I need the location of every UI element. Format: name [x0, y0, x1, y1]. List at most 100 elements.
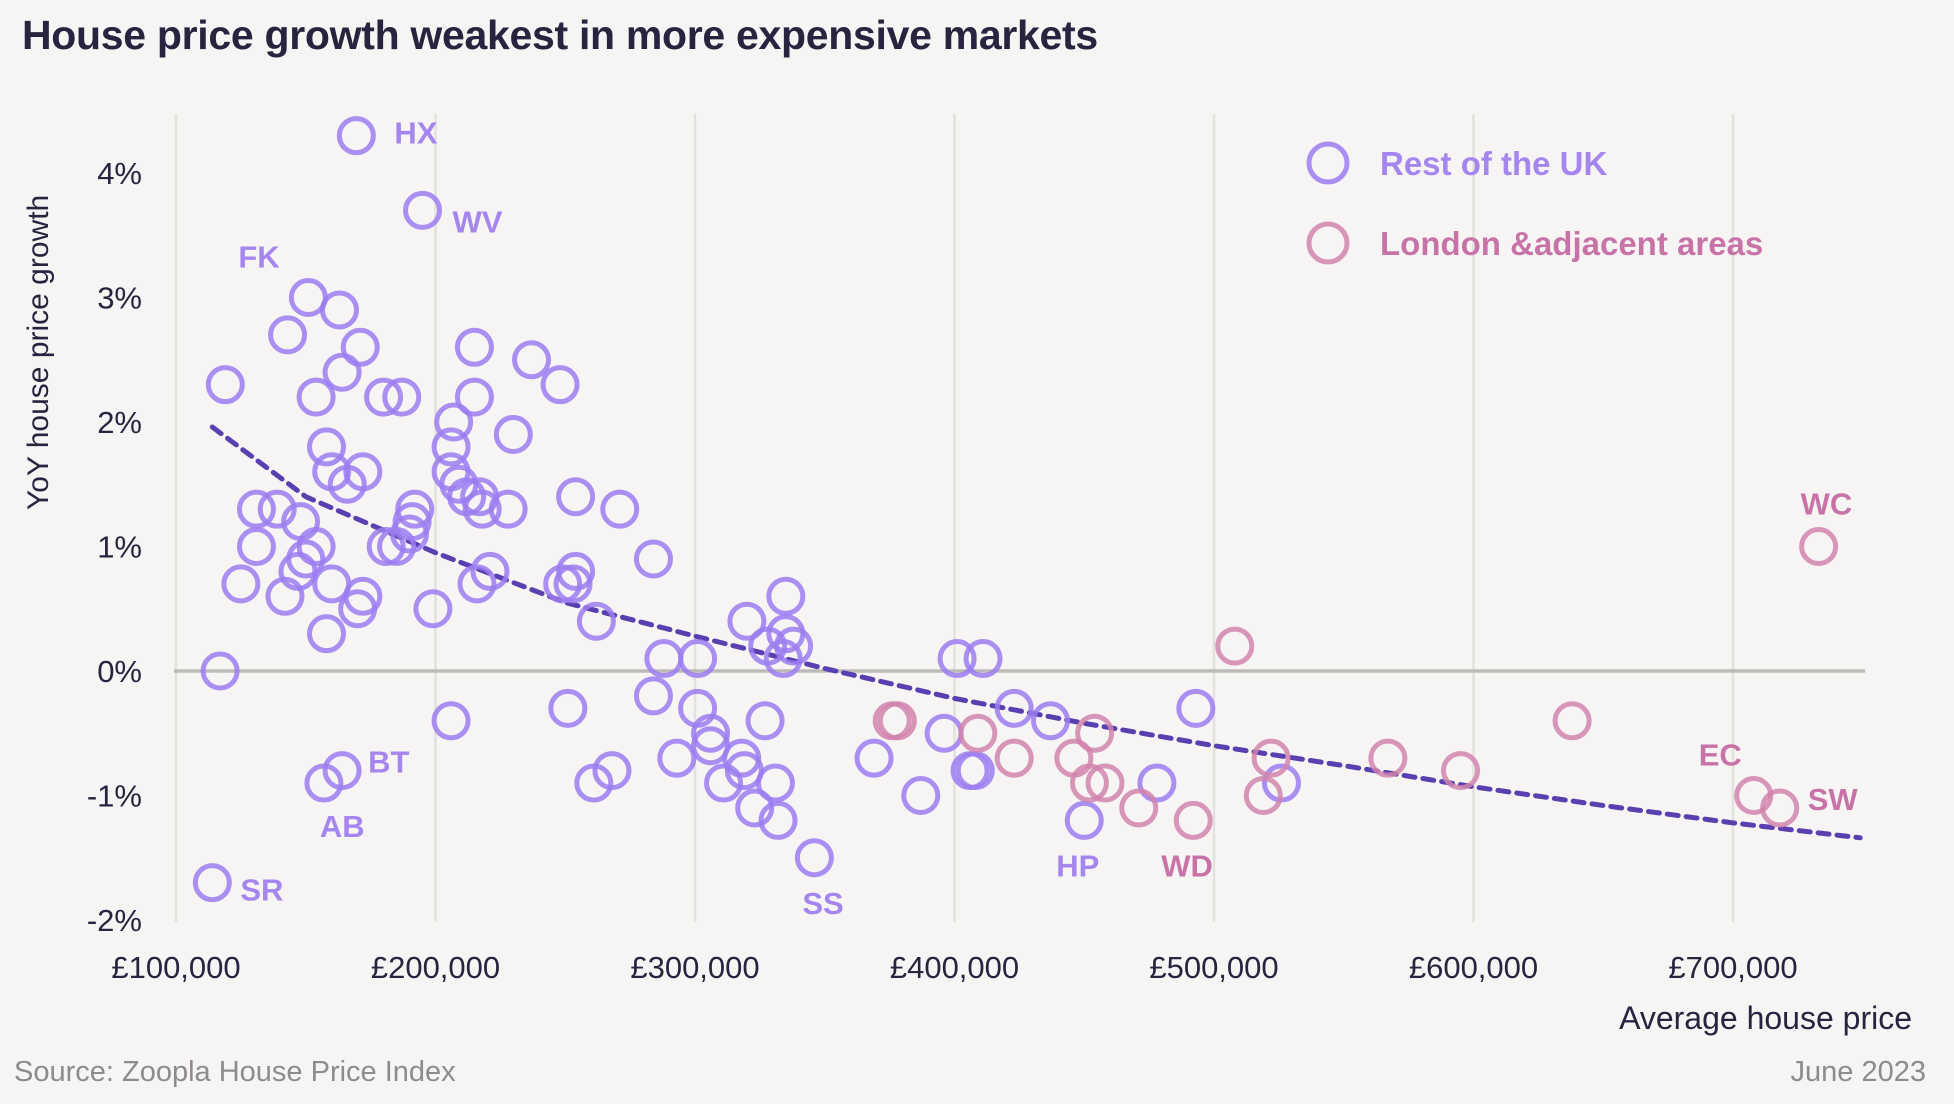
- point-rest-of-uk: [192, 863, 232, 903]
- point-label-bt: BT: [368, 745, 409, 780]
- point-rest-of-uk: [1176, 688, 1216, 728]
- point-london: [1760, 788, 1800, 828]
- point-rest-of-uk: [403, 190, 443, 230]
- point-rest-of-uk: [366, 527, 406, 566]
- date-note: June 2023: [1790, 1056, 1926, 1088]
- point-london: [958, 713, 998, 753]
- point-label-fk: FK: [238, 240, 280, 275]
- trendline: [209, 424, 1863, 841]
- x-tick-label: £500,000: [1149, 950, 1278, 985]
- point-rest-of-uk: [735, 788, 775, 828]
- point-rest-of-uk: [727, 601, 767, 641]
- point-rest-of-uk: [548, 688, 588, 728]
- point-rest-of-uk: [322, 352, 362, 392]
- point-rest-of-uk: [304, 763, 344, 803]
- source-note: Source: Zoopla House Price Index: [14, 1056, 456, 1088]
- point-rest-of-uk: [200, 651, 240, 691]
- point-rest-of-uk: [678, 639, 718, 679]
- point-label-sw: SW: [1808, 782, 1859, 817]
- chart-title: House price growth weakest in more expen…: [22, 12, 1098, 58]
- point-rest-of-uk: [488, 489, 528, 529]
- point-rest-of-uk: [431, 427, 471, 467]
- point-label-wd: WD: [1161, 848, 1213, 883]
- point-rest-of-uk: [221, 564, 261, 604]
- point-label-wc: WC: [1801, 487, 1853, 522]
- point-rest-of-uk: [540, 365, 580, 405]
- point-rest-of-uk: [236, 489, 276, 529]
- point-rest-of-uk: [257, 489, 297, 529]
- point-london: [1075, 713, 1115, 753]
- point-rest-of-uk: [296, 377, 336, 417]
- legend-label-rest-of-uk: Rest of the UK: [1380, 145, 1608, 182]
- point-rest-of-uk: [377, 527, 417, 566]
- point-rest-of-uk: [462, 489, 502, 529]
- point-rest-of-uk: [307, 614, 347, 654]
- point-london: [1173, 800, 1213, 840]
- point-rest-of-uk: [758, 800, 798, 840]
- point-rest-of-uk: [340, 327, 380, 367]
- point-label-ss: SS: [802, 886, 843, 921]
- point-rest-of-uk: [543, 564, 583, 604]
- legend-label-london: London &adjacent areas: [1380, 225, 1763, 262]
- point-rest-of-uk: [576, 601, 616, 641]
- point-rest-of-uk: [691, 713, 731, 753]
- point-rest-of-uk: [766, 576, 806, 616]
- y-tick-label: -1%: [87, 779, 142, 814]
- point-rest-of-uk: [319, 290, 359, 330]
- point-london: [1119, 788, 1159, 828]
- point-rest-of-uk: [657, 738, 697, 778]
- point-rest-of-uk: [434, 402, 474, 442]
- x-axis-label: Average house price: [1619, 1000, 1912, 1036]
- y-tick-label: 0%: [97, 654, 142, 689]
- point-rest-of-uk: [592, 751, 632, 791]
- point-london: [1215, 626, 1255, 666]
- point-rest-of-uk: [364, 377, 404, 417]
- x-tick-label: £100,000: [111, 950, 240, 985]
- point-rest-of-uk: [794, 838, 834, 878]
- point-label-wv: WV: [453, 204, 503, 239]
- point-rest-of-uk: [236, 527, 276, 566]
- point-london: [1552, 701, 1592, 741]
- point-rest-of-uk: [454, 377, 494, 417]
- x-tick-label: £400,000: [890, 950, 1019, 985]
- point-rest-of-uk: [774, 626, 814, 666]
- point-rest-of-uk: [296, 527, 336, 566]
- point-rest-of-uk: [265, 576, 305, 616]
- point-london: [1251, 738, 1291, 778]
- point-rest-of-uk: [470, 551, 510, 591]
- point-label-hp: HP: [1056, 848, 1099, 883]
- point-rest-of-uk: [600, 489, 640, 529]
- point-rest-of-uk: [994, 688, 1034, 728]
- point-london: [1069, 763, 1109, 803]
- point-rest-of-uk: [205, 365, 245, 405]
- point-rest-of-uk: [327, 464, 367, 504]
- point-rest-of-uk: [382, 377, 422, 417]
- point-london: [1243, 776, 1283, 815]
- trendline-group: [209, 424, 1863, 841]
- y-axis-ticks: -2% -1% 0% 1% 2% 3% 4%: [87, 156, 142, 938]
- point-rest-of-uk: [307, 427, 347, 467]
- point-rest-of-uk: [390, 514, 430, 554]
- point-rest-of-uk: [336, 116, 376, 156]
- point-label-sr: SR: [240, 873, 283, 908]
- point-london: [1799, 527, 1839, 566]
- point-rest-of-uk: [556, 477, 596, 517]
- legend-marker-london: [1306, 221, 1350, 265]
- point-rest-of-uk: [704, 763, 744, 803]
- point-rest-of-uk: [955, 751, 995, 791]
- point-rest-of-uk: [512, 340, 552, 380]
- point-rest-of-uk: [338, 589, 378, 629]
- point-london: [1368, 738, 1408, 778]
- point-rest-of-uk: [553, 564, 593, 604]
- point-rest-of-uk: [633, 539, 673, 579]
- point-rest-of-uk: [901, 776, 941, 815]
- point-rest-of-uk: [1064, 800, 1104, 840]
- grid-lines: [174, 114, 1865, 922]
- point-label-ab: AB: [320, 809, 365, 844]
- point-london: [1441, 751, 1481, 791]
- point-rest-of-uk: [493, 414, 533, 454]
- y-tick-label: 2%: [97, 405, 142, 440]
- legend: Rest of the UK London &adjacent areas: [1306, 141, 1763, 265]
